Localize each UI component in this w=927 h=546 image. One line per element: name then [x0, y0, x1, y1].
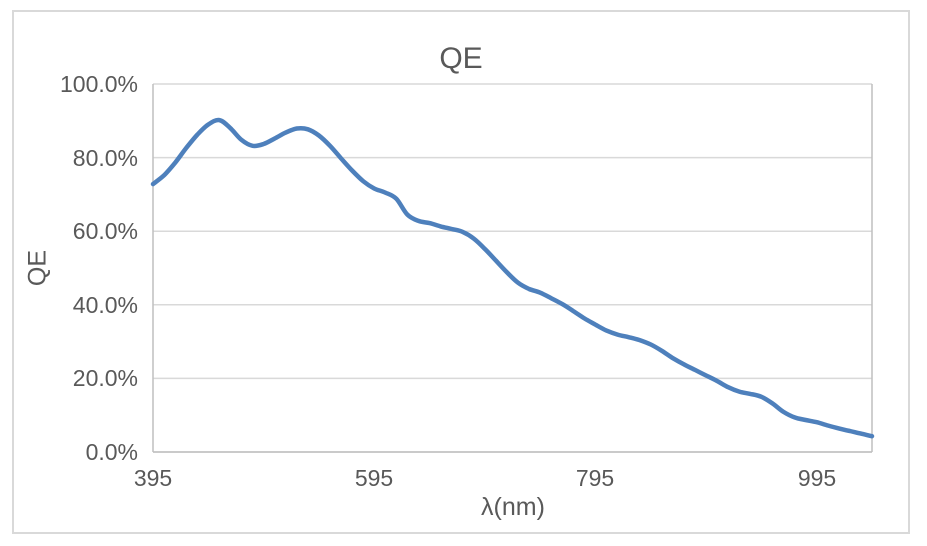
plot-area	[150, 83, 875, 453]
x-axis-tick-label: 795	[575, 465, 615, 491]
chart-title: QE	[439, 42, 483, 75]
line-chart-svg	[150, 83, 875, 453]
x-axis-tick-label: 595	[354, 465, 394, 491]
y-axis-tick-label: 40.0%	[72, 292, 138, 318]
axis-lines	[152, 84, 873, 453]
y-axis-tick-label: 80.0%	[72, 145, 138, 171]
x-axis-title: λ(nm)	[481, 493, 545, 521]
x-axis-tick-label: 995	[797, 465, 837, 491]
y-axis-tick-label: 60.0%	[72, 218, 138, 244]
qe-series-line	[150, 117, 875, 439]
x-axis-tick-label: 395	[133, 465, 173, 491]
y-axis-tick-label: 0.0%	[85, 439, 138, 465]
y-axis-tick-label: 100.0%	[59, 71, 138, 97]
chart-frame	[12, 10, 910, 534]
y-axis-tick-label: 20.0%	[72, 365, 138, 391]
